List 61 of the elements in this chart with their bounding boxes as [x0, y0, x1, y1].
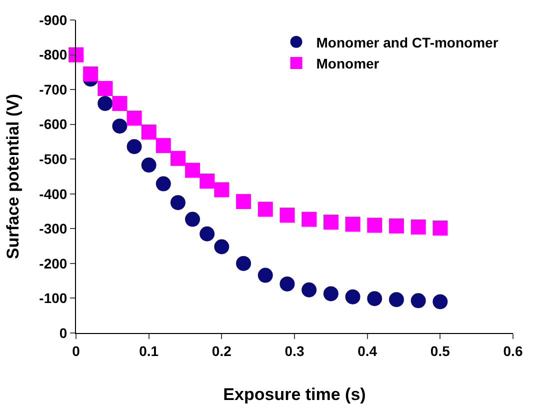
x-tick-label: 0 [72, 342, 80, 359]
point [367, 291, 382, 306]
point [126, 139, 142, 154]
point [156, 176, 171, 192]
y-tick-label: -600 [39, 116, 68, 132]
y-tick-label: -400 [39, 186, 68, 202]
x-tick-label: 0.1 [139, 342, 159, 359]
point [432, 220, 448, 236]
x-tick-label: 0.2 [212, 342, 232, 359]
point [258, 268, 273, 283]
point [214, 182, 230, 198]
point [410, 293, 426, 308]
point [302, 212, 317, 227]
y-tick-label: -300 [39, 220, 68, 237]
point [345, 289, 360, 304]
point [185, 162, 200, 178]
x-tick-label: 0.5 [430, 342, 450, 359]
y-tick-label: 0 [59, 324, 68, 341]
x-tick-label: 0.3 [284, 342, 304, 359]
point [112, 96, 128, 111]
legend-label: Monomer and CT-monomer [316, 34, 499, 50]
point [112, 118, 128, 134]
point [388, 292, 404, 308]
point [200, 174, 215, 189]
point [185, 212, 200, 227]
point [236, 194, 252, 210]
point [280, 208, 295, 223]
y-tick-label: -900 [39, 12, 68, 28]
point [236, 256, 252, 271]
y-tick-label: -800 [39, 46, 68, 63]
point [345, 216, 360, 232]
point [410, 219, 426, 234]
point [141, 124, 156, 140]
x-tick-label: 0.6 [503, 342, 523, 359]
point [170, 150, 186, 166]
point [432, 294, 448, 310]
legend-label: Monomer [316, 56, 380, 72]
point [367, 218, 382, 233]
point [302, 282, 317, 298]
point [83, 66, 98, 82]
y-tick-label: -200 [39, 255, 68, 272]
point [141, 158, 156, 173]
x-tick-label: 0.4 [358, 342, 378, 359]
point [98, 81, 113, 96]
point [258, 202, 273, 217]
point [126, 110, 142, 126]
point [214, 239, 230, 254]
point [156, 138, 171, 154]
y-tick-label: -100 [39, 290, 68, 306]
point [98, 96, 113, 111]
point [170, 195, 186, 210]
point [68, 47, 84, 62]
point [323, 286, 338, 302]
point [280, 276, 295, 292]
point [200, 226, 215, 242]
y-tick-label: -500 [39, 151, 68, 168]
point [323, 214, 338, 230]
point [388, 218, 404, 234]
y-axis-title: Surface potential (V) [4, 94, 23, 260]
x-axis-title: Exposure time (s) [223, 385, 366, 404]
y-tick-label: -700 [39, 81, 68, 98]
